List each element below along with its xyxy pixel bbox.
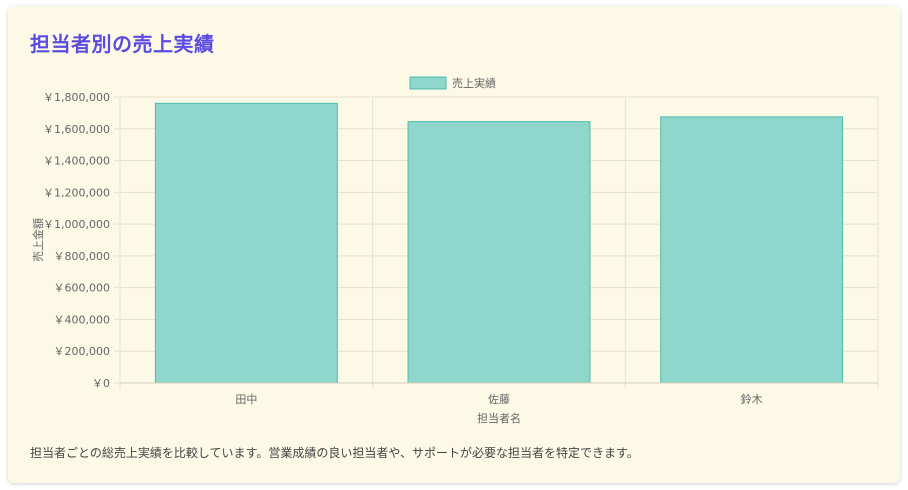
y-tick-label: ￥200,000 bbox=[54, 345, 111, 358]
legend-label[interactable]: 売上実績 bbox=[452, 76, 496, 90]
y-tick-label: ￥1,400,000 bbox=[43, 155, 110, 168]
y-tick-label: ￥1,800,000 bbox=[43, 91, 110, 104]
y-tick-label: ￥400,000 bbox=[54, 313, 111, 326]
y-tick-label: ￥600,000 bbox=[54, 282, 111, 295]
bar-2 bbox=[660, 116, 844, 384]
bar-1 bbox=[407, 121, 591, 384]
page-title: 担当者別の売上実績 bbox=[30, 32, 215, 56]
axes: ￥0 ￥200,000 ￥400,000 ￥600,000 ￥800,000 ￥1,000… bbox=[31, 91, 878, 425]
legend-swatch[interactable] bbox=[409, 76, 447, 90]
y-axis-title: 売上金額 bbox=[31, 218, 45, 262]
y-tick-label: ￥1,600,000 bbox=[43, 123, 110, 136]
y-tick-label: ￥800,000 bbox=[54, 250, 111, 263]
sales-bar-chart: ￥0 ￥200,000 ￥400,000 ￥600,000 ￥800,000 ￥1,000… bbox=[31, 76, 879, 425]
x-tick-label: 佐藤 bbox=[488, 392, 510, 406]
x-axis-title: 担当者名 bbox=[477, 411, 521, 425]
y-tick-label: ￥1,200,000 bbox=[43, 186, 110, 199]
chart-card: 担当者別の売上実績 ￥0 ￥200,000 ￥400,000 ￥600,000 ￥800… bbox=[8, 6, 900, 483]
x-tick-label: 鈴木 bbox=[741, 392, 763, 406]
bars bbox=[154, 102, 844, 384]
chart-description: 担当者ごとの総売上実績を比較しています。営業成績の良い担当者や、サポートが必要な… bbox=[30, 446, 639, 460]
y-tick-label: ￥0 bbox=[92, 377, 110, 390]
bar-0 bbox=[154, 102, 338, 384]
x-tick-label: 田中 bbox=[235, 393, 257, 406]
legend[interactable]: 売上実績 bbox=[409, 76, 496, 90]
y-tick-label: ￥1,000,000 bbox=[43, 218, 110, 231]
